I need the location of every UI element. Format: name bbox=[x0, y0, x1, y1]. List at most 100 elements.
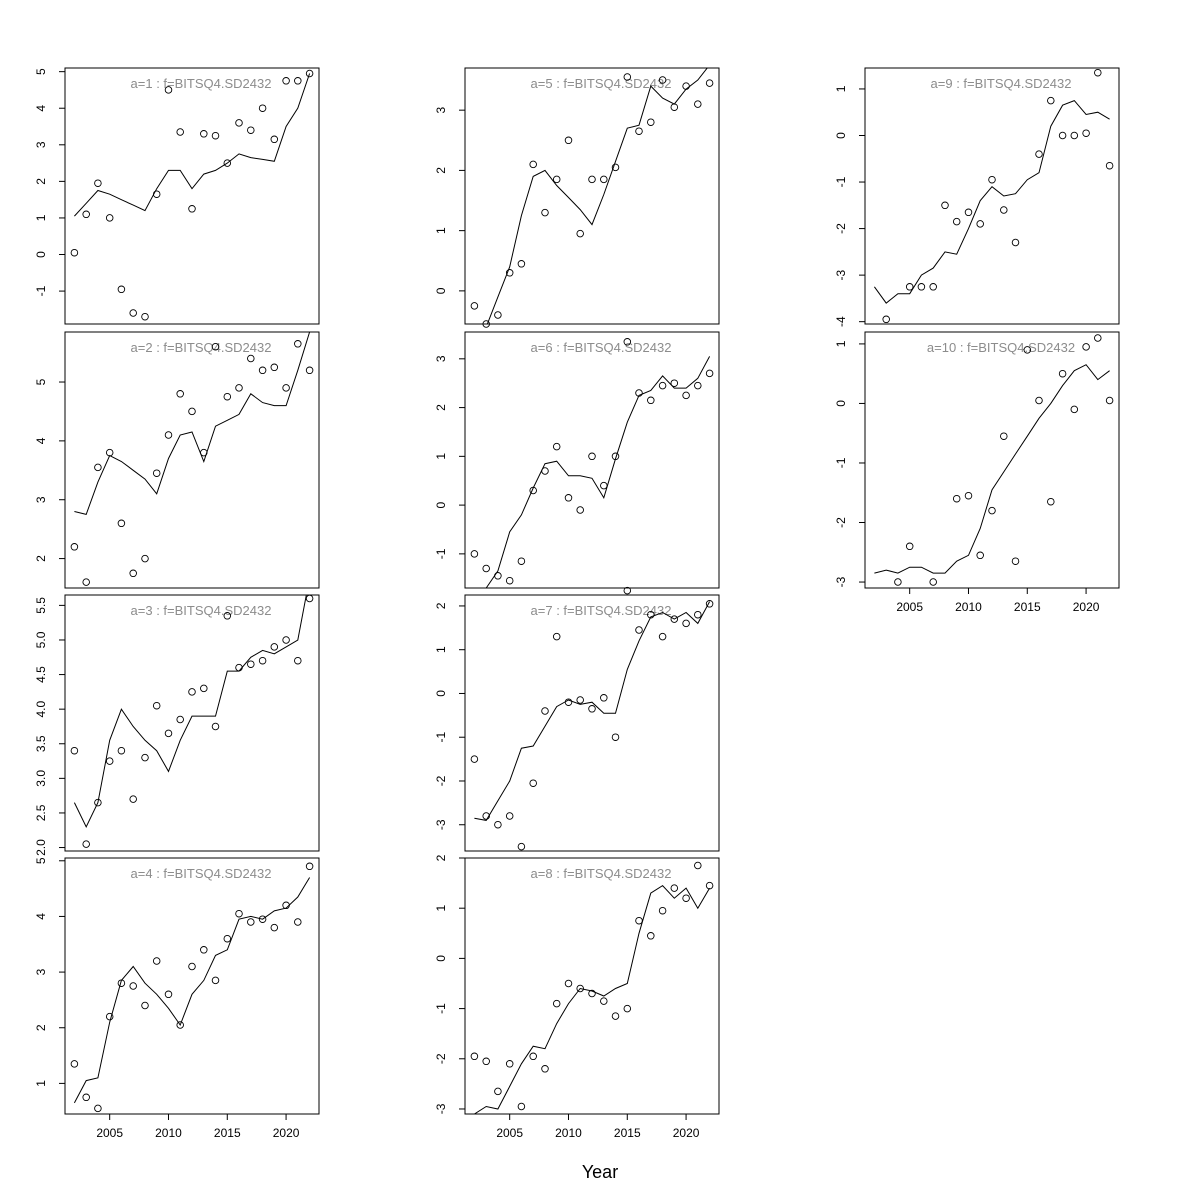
observed-point bbox=[529, 486, 537, 495]
observed-point bbox=[1094, 68, 1102, 77]
observed-point bbox=[541, 208, 549, 217]
y-tick-label: 0 bbox=[834, 132, 848, 139]
observed-point bbox=[623, 1004, 632, 1013]
observed-point bbox=[188, 962, 196, 971]
panel-title: a=9 : f=BITSQ4.SD2432 bbox=[931, 76, 1072, 91]
observed-point bbox=[82, 578, 90, 586]
observed-point bbox=[670, 103, 679, 111]
panel-frame bbox=[64, 67, 320, 325]
observed-point bbox=[305, 69, 314, 78]
fitted-line bbox=[474, 884, 711, 1114]
observed-point bbox=[576, 984, 584, 993]
observed-point bbox=[1023, 346, 1032, 354]
observed-point bbox=[894, 578, 902, 586]
observed-point bbox=[141, 1001, 149, 1010]
observed-point bbox=[223, 392, 232, 401]
y-tick-label: -1 bbox=[434, 732, 448, 743]
observed-point bbox=[152, 190, 161, 198]
observed-point bbox=[682, 894, 690, 902]
observed-point bbox=[529, 160, 537, 169]
fitted-line bbox=[73, 877, 311, 1104]
observed-point bbox=[552, 442, 561, 451]
panel-a3: a=3 : f=BITSQ4.SD2432 2.0 2.5 3.0 3.5 4.0 4.5 5… bbox=[34, 594, 320, 856]
y-tick-label: 2 bbox=[34, 178, 48, 185]
y-tick-label: 1 bbox=[434, 453, 448, 460]
observed-point bbox=[223, 934, 232, 943]
observed-point bbox=[623, 73, 632, 81]
observed-point bbox=[70, 746, 79, 755]
observed-point bbox=[211, 976, 220, 985]
x-tick-label: 2005 bbox=[96, 1126, 123, 1140]
observed-point bbox=[658, 632, 667, 641]
observed-point bbox=[541, 707, 549, 715]
observed-point bbox=[141, 554, 149, 563]
observed-point bbox=[305, 594, 314, 603]
observed-point bbox=[682, 391, 690, 400]
y-tick-label: 5 bbox=[34, 68, 48, 75]
observed-point bbox=[1000, 206, 1008, 214]
fitted-line bbox=[486, 68, 708, 324]
panel-a5: a=5 : f=BITSQ4.SD2432 0 1 2 3 bbox=[434, 67, 720, 328]
panel-title: a=4 : f=BITSQ4.SD2432 bbox=[131, 866, 272, 881]
observed-point bbox=[247, 660, 255, 668]
y-tick-label: 0 bbox=[834, 400, 848, 407]
x-tick-label: 2005 bbox=[496, 1126, 523, 1140]
observed-point bbox=[1058, 369, 1067, 378]
observed-point bbox=[235, 384, 243, 392]
observed-point bbox=[282, 636, 290, 644]
panel-title: a=7 : f=BITSQ4.SD2432 bbox=[531, 603, 672, 618]
observed-point bbox=[505, 812, 514, 820]
observed-point bbox=[588, 452, 596, 461]
observed-point bbox=[1047, 497, 1055, 506]
y-tick-label: -1 bbox=[34, 285, 48, 296]
observed-point bbox=[82, 210, 90, 219]
x-tick-label: 2015 bbox=[214, 1126, 241, 1140]
y-tick-label: 1 bbox=[434, 227, 448, 234]
observed-point bbox=[117, 285, 126, 294]
observed-point bbox=[1000, 432, 1008, 440]
observed-point bbox=[270, 643, 279, 651]
panel-a8: a=8 : f=BITSQ4.SD2432 -3 -2 -1 0 1 2 2005 2010 20… bbox=[434, 854, 720, 1140]
observed-point bbox=[494, 1087, 502, 1096]
y-tick-label: 2.0 bbox=[34, 839, 48, 856]
observed-point bbox=[211, 722, 220, 731]
y-tick-label: 5 bbox=[34, 378, 48, 385]
observed-point bbox=[1047, 96, 1055, 105]
observed-point bbox=[258, 915, 267, 923]
observed-point bbox=[517, 842, 526, 851]
y-tick-label: 3.5 bbox=[34, 735, 48, 752]
observed-point bbox=[600, 481, 608, 490]
observed-point bbox=[670, 379, 679, 387]
panel-a1: a=1 : f=BITSQ4.SD2432 -1 0 1 2 3 4 5 bbox=[34, 67, 320, 325]
observed-point bbox=[1105, 161, 1114, 170]
observed-point bbox=[152, 701, 161, 710]
observed-point bbox=[541, 467, 549, 475]
observed-point bbox=[200, 130, 208, 138]
observed-point bbox=[305, 862, 314, 871]
y-tick-label: 2 bbox=[434, 602, 448, 609]
observed-point bbox=[105, 1012, 114, 1021]
y-tick-label: -2 bbox=[434, 775, 448, 786]
observed-point bbox=[152, 469, 161, 477]
observed-point bbox=[905, 283, 914, 291]
observed-point bbox=[129, 795, 137, 803]
y-tick-label: 4 bbox=[34, 913, 48, 920]
observed-point bbox=[600, 175, 608, 184]
observed-point bbox=[705, 881, 714, 890]
observed-point bbox=[70, 543, 79, 551]
y-tick-label: 4 bbox=[34, 105, 48, 112]
observed-point bbox=[694, 100, 702, 108]
y-tick-label: 2 bbox=[434, 167, 448, 174]
observed-point bbox=[564, 494, 573, 502]
observed-point bbox=[694, 610, 702, 619]
observed-point bbox=[270, 135, 279, 144]
fitted-line bbox=[485, 356, 711, 588]
observed-point bbox=[164, 990, 173, 999]
y-tick-label: 1 bbox=[834, 85, 848, 92]
x-tick-label: 2020 bbox=[1073, 600, 1100, 614]
y-tick-label: 2 bbox=[434, 404, 448, 411]
observed-point bbox=[564, 979, 573, 988]
y-tick-label: 5.0 bbox=[34, 631, 48, 648]
observed-point bbox=[141, 312, 149, 321]
